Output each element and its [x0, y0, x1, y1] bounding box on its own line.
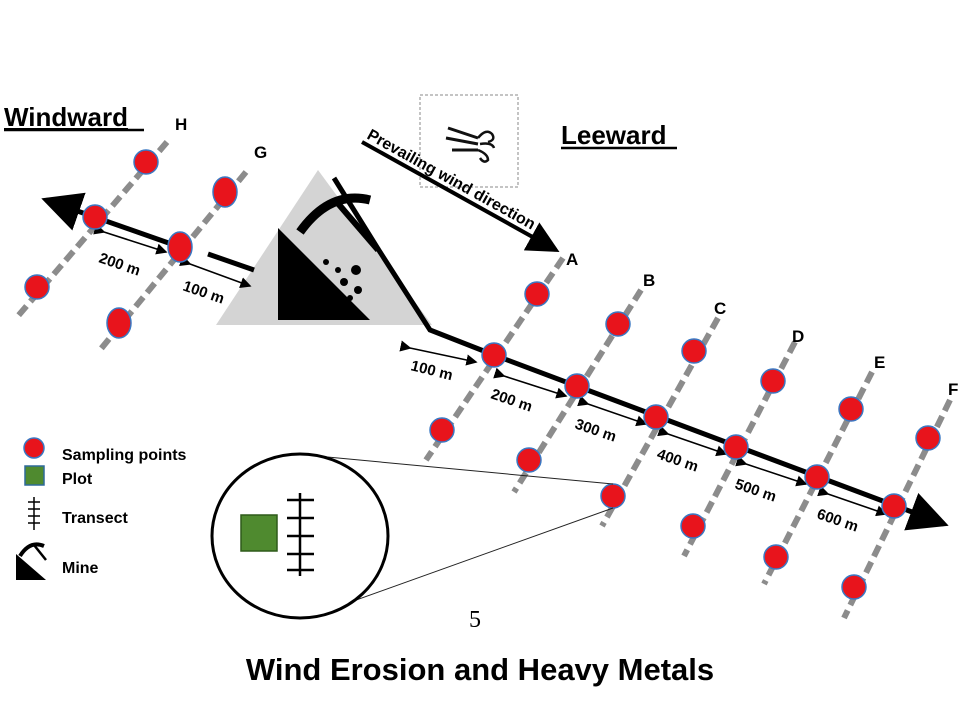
- plot-square: [240, 514, 278, 552]
- distance-arrow-l5: [735, 455, 808, 487]
- distance-label-l5: 500 m: [733, 476, 779, 506]
- transect-letter-e: E: [874, 353, 885, 372]
- sampling-point: [643, 404, 669, 430]
- transect-letter-f: F: [948, 380, 958, 399]
- zoom-connector-top: [305, 454, 614, 485]
- sampling-point: [680, 513, 706, 539]
- transect-letters: H G A B C D E F: [175, 115, 958, 399]
- sampling-point: [516, 447, 542, 473]
- distance-arrow-l1: [399, 340, 478, 366]
- transect-letter-h: H: [175, 115, 187, 134]
- sampling-point: [881, 493, 907, 519]
- sampling-point: [763, 544, 789, 570]
- legend-sampling-point-swatch: [23, 437, 45, 459]
- sampling-point: [681, 338, 707, 364]
- sampling-point: [605, 311, 631, 337]
- legend-sampling-points-label: Sampling points: [62, 447, 187, 464]
- legend-transect-swatch: [28, 497, 40, 530]
- zoom-inset: [210, 452, 390, 620]
- sampling-point: [429, 417, 455, 443]
- sampling-point: [133, 149, 159, 175]
- legend-plot-swatch: [24, 465, 45, 486]
- sampling-point: [600, 483, 626, 509]
- transect-letter-c: C: [714, 299, 726, 318]
- slide-title: Wind Erosion and Heavy Metals: [245, 652, 715, 687]
- legend-mine-swatch: [16, 542, 47, 580]
- distance-label-l3: 300 m: [573, 416, 619, 446]
- leeward-label: Leeward: [561, 120, 667, 150]
- transect-letter-b: B: [643, 271, 655, 290]
- wind-direction-arrow: [361, 140, 560, 252]
- distance-arrow-w2: [179, 255, 252, 288]
- distance-arrow-w1: [93, 223, 168, 255]
- sampling-point: [760, 368, 786, 394]
- sampling-points: [24, 149, 941, 600]
- mine-triangle: [216, 170, 432, 325]
- distance-labels: 200 m 100 m 100 m 200 m 300 m 400 m 500 …: [97, 250, 861, 536]
- distance-arrow-l4: [657, 425, 728, 457]
- sampling-point: [564, 373, 590, 399]
- sampling-point: [841, 574, 867, 600]
- transect-lines: [15, 140, 953, 620]
- distance-label-l1: 100 m: [409, 357, 454, 384]
- transect-letter-g: G: [254, 143, 267, 162]
- legend-plot-label: Plot: [62, 471, 93, 488]
- transect-letter-d: D: [792, 327, 804, 346]
- legend-mine-label: Mine: [62, 560, 99, 577]
- sampling-point: [82, 204, 108, 230]
- windward-label: Windward: [4, 102, 128, 132]
- sampling-point: [723, 434, 749, 460]
- distance-arrows: [93, 223, 888, 517]
- page-number: 5: [469, 607, 481, 633]
- sampling-point: [524, 281, 550, 307]
- distance-label-l2: 200 m: [489, 386, 535, 416]
- wind-icon: [419, 94, 519, 188]
- transect-symbol: [287, 493, 314, 576]
- sampling-point: [212, 176, 238, 208]
- sampling-point: [167, 231, 193, 263]
- distance-arrow-l3: [577, 395, 648, 427]
- sampling-point: [804, 464, 830, 490]
- sampling-point: [838, 396, 864, 422]
- transect-letter-a: A: [566, 250, 578, 269]
- sampling-point: [915, 425, 941, 451]
- main-line-windward-arrow: [41, 192, 181, 250]
- legend: Sampling points Plot Transect Mine: [16, 437, 187, 580]
- distance-label-w2: 100 m: [181, 278, 227, 308]
- mine-icon: [278, 193, 381, 320]
- sampling-point: [24, 274, 50, 300]
- distance-label-w1: 200 m: [97, 250, 143, 280]
- main-line-leeward-arrow: [493, 352, 949, 531]
- sampling-point: [481, 342, 507, 368]
- distance-arrow-l2: [493, 367, 568, 399]
- main-line-windward-segment: [207, 251, 255, 273]
- distance-label-l4: 400 m: [655, 446, 701, 476]
- sampling-point: [106, 307, 132, 339]
- legend-transect-label: Transect: [62, 510, 128, 527]
- distance-arrow-l6: [817, 485, 888, 517]
- distance-label-l6: 600 m: [815, 506, 861, 536]
